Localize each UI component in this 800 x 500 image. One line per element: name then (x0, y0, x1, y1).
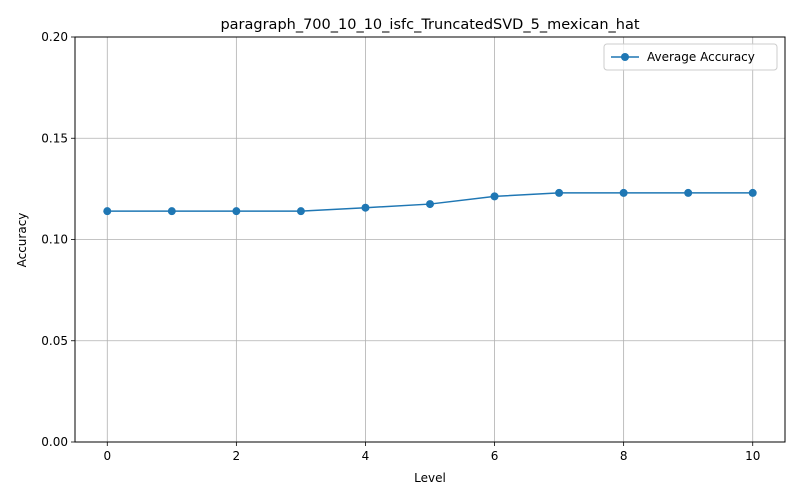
x-axis-label: Level (414, 471, 446, 485)
data-point (103, 207, 112, 216)
legend: Average Accuracy (603, 43, 778, 71)
x-tick-label: 8 (620, 449, 628, 463)
x-tick-label: 2 (233, 449, 241, 463)
y-tick-label: 0.00 (41, 435, 68, 449)
data-point (361, 203, 370, 212)
grid (75, 36, 785, 443)
y-tick-label: 0.05 (41, 334, 68, 348)
y-tick-label: 0.10 (41, 233, 68, 247)
data-point (490, 192, 499, 201)
chart-title: paragraph_700_10_10_isfc_TruncatedSVD_5_… (220, 17, 639, 33)
data-point (619, 188, 628, 197)
y-tick-label: 0.15 (41, 131, 68, 145)
x-axis: 0 2 4 6 8 10 (103, 442, 760, 463)
data-point (232, 207, 241, 216)
data-point (684, 188, 693, 197)
data-point (167, 207, 176, 216)
series-layer (103, 188, 757, 216)
legend-marker-swatch (621, 53, 629, 61)
y-axis-label: Accuracy (15, 213, 29, 268)
data-point (296, 207, 305, 216)
x-tick-label: 4 (362, 449, 370, 463)
legend-box (603, 43, 778, 71)
data-point (426, 200, 434, 209)
x-tick-label: 10 (745, 449, 760, 463)
x-tick-label: 6 (491, 449, 499, 463)
data-point (748, 188, 757, 197)
y-tick-label: 0.20 (41, 30, 68, 44)
legend-label: Average Accuracy (647, 50, 755, 64)
data-point (555, 188, 564, 197)
y-axis: 0.00 0.05 0.10 0.15 0.20 (41, 30, 75, 449)
x-tick-label: 0 (103, 449, 111, 463)
